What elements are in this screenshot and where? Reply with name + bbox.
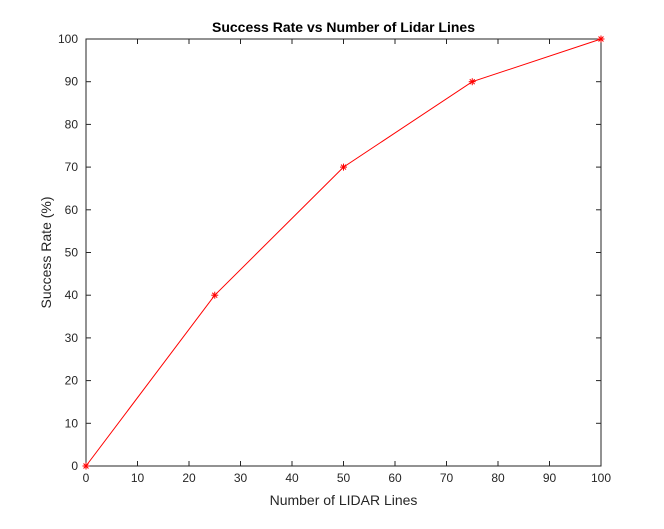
y-tick-label: 90 — [65, 75, 79, 89]
y-tick-label: 0 — [71, 459, 78, 473]
x-tick-label: 70 — [440, 471, 454, 485]
y-axis-label: Success Rate (%) — [38, 196, 54, 308]
series-layer — [82, 35, 605, 470]
y-tick-label: 10 — [65, 416, 79, 430]
y-tick-label: 40 — [65, 288, 79, 302]
y-tick-label: 20 — [65, 374, 79, 388]
x-tick-label: 80 — [491, 471, 505, 485]
data-point-marker — [340, 163, 347, 171]
y-tick-label: 80 — [65, 117, 79, 131]
axes-box — [85, 38, 602, 467]
y-tick-label: 70 — [65, 160, 79, 174]
data-point-marker — [211, 291, 219, 299]
y-tick-label: 100 — [58, 32, 78, 46]
y-tick-labels: 0 10 20 30 40 50 60 70 80 90 100 — [58, 32, 78, 473]
x-tick-label: 60 — [388, 471, 402, 485]
y-tick-label: 50 — [65, 246, 79, 260]
x-tick-label: 100 — [591, 471, 611, 485]
x-tick-label: 10 — [131, 471, 145, 485]
data-point-marker — [468, 78, 476, 86]
x-tick-label: 30 — [234, 471, 248, 485]
x-tick-label: 40 — [285, 471, 299, 485]
x-tick-label: 20 — [182, 471, 196, 485]
plot-area — [86, 39, 601, 466]
x-tick-label: 50 — [337, 471, 351, 485]
x-tick-label: 0 — [83, 471, 90, 485]
x-tick-label: 90 — [543, 471, 557, 485]
chart-title: Success Rate vs Number of Lidar Lines — [212, 19, 475, 35]
x-axis-label: Number of LIDAR Lines — [270, 492, 418, 508]
x-tick-labels: 0 10 20 30 40 50 60 70 80 90 100 — [83, 471, 612, 485]
y-tick-label: 60 — [65, 203, 79, 217]
data-point-marker — [597, 35, 605, 43]
data-point-marker — [82, 462, 90, 470]
y-tick-label: 30 — [65, 331, 79, 345]
